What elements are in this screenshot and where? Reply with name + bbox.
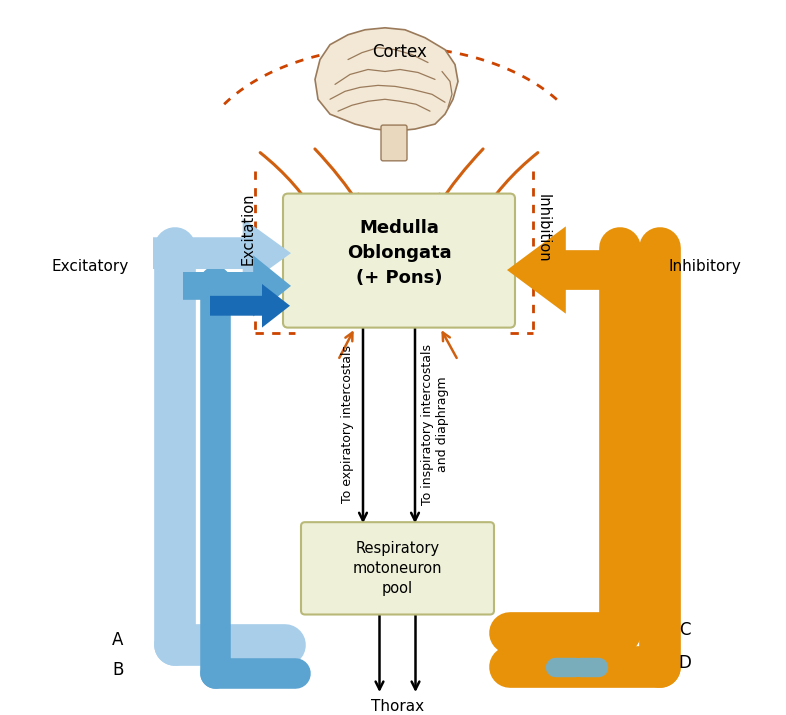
Text: Excitatory: Excitatory	[51, 259, 129, 274]
Text: Thorax: Thorax	[371, 699, 424, 714]
Text: A: A	[112, 631, 123, 649]
Text: To expiratory intercostals: To expiratory intercostals	[340, 345, 354, 503]
Text: B: B	[112, 661, 123, 679]
FancyArrow shape	[153, 218, 291, 288]
Polygon shape	[315, 28, 458, 131]
Text: C: C	[679, 621, 691, 639]
Text: To inspiratory intercostals
and diaphragm: To inspiratory intercostals and diaphrag…	[421, 344, 449, 505]
Text: Excitation: Excitation	[241, 192, 255, 265]
Text: Inhibitory: Inhibitory	[669, 259, 741, 274]
FancyBboxPatch shape	[381, 125, 407, 161]
FancyBboxPatch shape	[283, 194, 515, 327]
FancyArrow shape	[210, 284, 290, 327]
Text: Inhibition: Inhibition	[535, 194, 550, 262]
FancyBboxPatch shape	[301, 522, 494, 614]
Text: D: D	[678, 654, 692, 672]
Text: Respiratory
motoneuron
pool: Respiratory motoneuron pool	[353, 541, 443, 596]
Text: Cortex: Cortex	[373, 43, 428, 61]
FancyArrow shape	[507, 227, 675, 314]
Text: Medulla
Oblongata
(+ Pons): Medulla Oblongata (+ Pons)	[347, 219, 451, 287]
FancyArrow shape	[183, 255, 291, 317]
